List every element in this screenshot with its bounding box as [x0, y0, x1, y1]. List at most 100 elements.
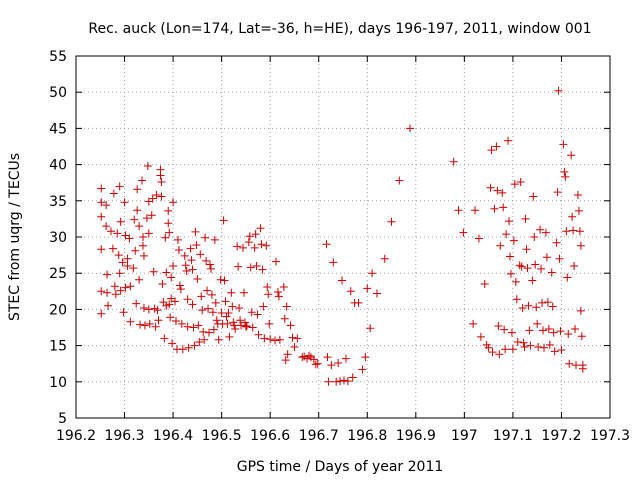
data-point: [568, 212, 577, 221]
data-point: [151, 322, 160, 331]
data-point: [368, 269, 377, 278]
data-point: [543, 298, 552, 307]
data-point: [560, 167, 569, 176]
data-point: [230, 321, 239, 330]
data-point: [147, 211, 156, 220]
data-point: [119, 308, 128, 317]
data-point: [283, 350, 292, 359]
data-point: [343, 377, 352, 386]
data-point: [571, 324, 580, 333]
data-point: [160, 334, 169, 343]
data-point: [258, 265, 267, 274]
data-point: [486, 183, 495, 192]
x-tick-label: 197.3: [590, 428, 630, 444]
data-point: [271, 336, 280, 345]
data-point: [103, 270, 112, 279]
data-point: [332, 377, 341, 386]
data-point: [517, 262, 526, 271]
data-point: [494, 322, 503, 331]
data-point: [198, 306, 207, 315]
data-point: [256, 224, 265, 233]
data-point: [577, 332, 586, 341]
y-tick-label: 20: [49, 302, 67, 318]
data-point: [224, 309, 233, 318]
data-point: [210, 235, 219, 244]
data-point: [154, 316, 163, 325]
data-point: [405, 124, 414, 133]
data-point: [205, 260, 214, 269]
data-point: [108, 244, 117, 253]
data-point: [273, 288, 282, 297]
x-tick-label: 196.7: [299, 428, 339, 444]
x-tick-label: 196.3: [104, 428, 144, 444]
y-tick-label: 15: [49, 339, 67, 355]
data-point: [454, 206, 463, 215]
x-tick-label: 196.5: [202, 428, 242, 444]
data-point: [329, 258, 338, 267]
data-point: [334, 358, 343, 367]
data-point: [165, 300, 174, 309]
data-point: [564, 330, 573, 339]
data-point: [570, 261, 579, 270]
data-point: [186, 244, 195, 253]
data-point: [121, 283, 130, 292]
data-point: [164, 206, 173, 215]
data-point: [200, 335, 209, 344]
data-point: [542, 253, 551, 262]
data-point: [192, 240, 201, 249]
y-tick-label: 40: [49, 158, 67, 174]
data-point: [322, 240, 331, 249]
data-point: [521, 214, 530, 223]
data-point: [313, 359, 322, 368]
data-point: [195, 337, 204, 346]
data-point: [544, 324, 553, 333]
data-point: [168, 339, 177, 348]
data-points: [97, 86, 587, 386]
data-point: [372, 289, 381, 298]
data-point: [106, 227, 115, 236]
data-point: [238, 243, 247, 252]
data-point: [501, 345, 510, 354]
data-point: [223, 319, 232, 328]
data-point: [181, 261, 190, 270]
data-point: [244, 238, 253, 247]
data-point: [193, 274, 202, 283]
data-point: [182, 267, 191, 276]
chart-title: Rec. auck (Lon=174, Lat=-36, h=HE), days…: [88, 21, 591, 37]
data-point: [130, 215, 139, 224]
data-point: [323, 353, 332, 362]
data-point: [576, 306, 585, 315]
data-point: [97, 309, 106, 318]
data-point: [336, 377, 345, 386]
data-point: [116, 217, 125, 226]
data-point: [166, 313, 175, 322]
data-point: [537, 264, 546, 273]
data-point: [534, 343, 543, 352]
data-point: [103, 288, 112, 297]
y-axis-label: STEC from uqrg / TECUs: [7, 153, 23, 321]
data-point: [169, 198, 178, 207]
data-point: [138, 241, 147, 250]
data-point: [196, 250, 205, 259]
data-point: [532, 303, 541, 312]
data-point: [513, 337, 522, 346]
data-point: [512, 295, 521, 304]
data-point: [557, 345, 566, 354]
data-point: [263, 282, 272, 291]
data-point: [361, 353, 370, 362]
data-point: [190, 341, 199, 350]
data-point: [120, 198, 129, 207]
data-point: [102, 222, 111, 231]
data-point: [123, 254, 132, 263]
data-point: [125, 234, 134, 243]
x-tick-label: 197.2: [541, 428, 581, 444]
y-tick-label: 30: [49, 230, 67, 246]
data-point: [469, 319, 478, 328]
data-point: [115, 269, 124, 278]
data-point: [142, 214, 151, 223]
data-point: [339, 376, 348, 385]
data-point: [135, 275, 144, 284]
data-point: [114, 251, 123, 260]
data-point: [133, 185, 142, 194]
data-point: [523, 264, 532, 273]
